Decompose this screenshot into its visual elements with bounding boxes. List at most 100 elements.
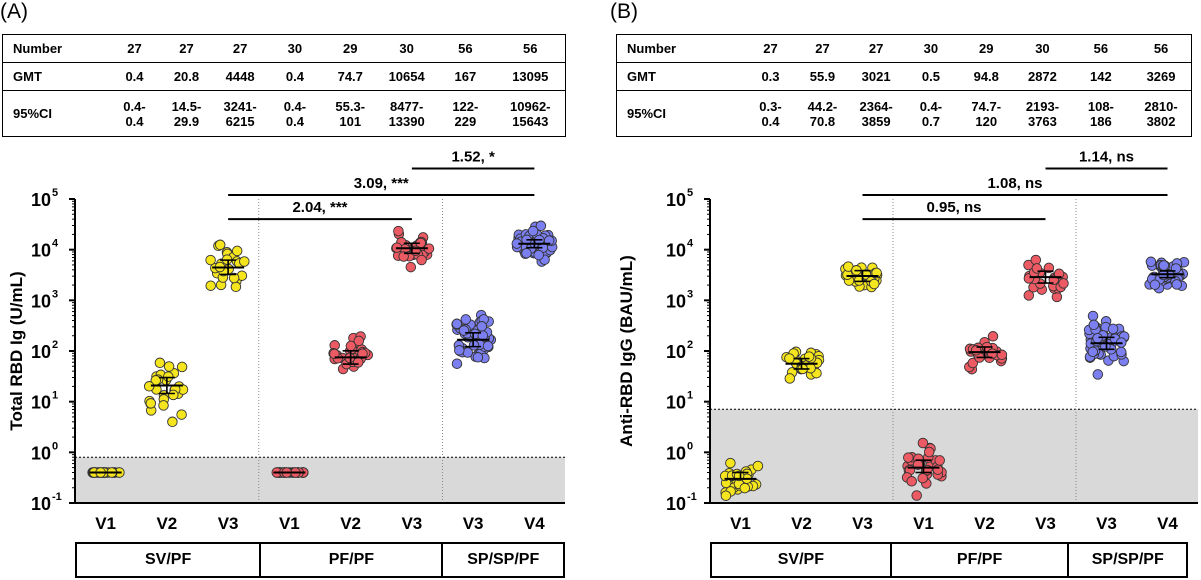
stats-cell: 13095 — [495, 62, 566, 91]
stats-cell: 56 — [495, 34, 566, 63]
x-tick-label: V2 — [974, 514, 995, 533]
y-tick-exponent: 3 — [687, 288, 693, 300]
data-point — [357, 348, 368, 359]
y-tick-exponent: -1 — [52, 491, 62, 503]
y-tick-label: 10 — [31, 342, 51, 362]
data-point — [416, 254, 427, 266]
data-point — [1158, 260, 1170, 271]
stats-cell: 108- 186 — [1070, 90, 1132, 137]
stats-row-label: 95%CI — [616, 90, 745, 137]
data-point — [1087, 346, 1099, 358]
y-tick-exponent: -1 — [687, 491, 697, 503]
stats-cell: 0.5 — [903, 62, 959, 91]
stats-cell: 2193- 3763 — [1014, 90, 1071, 137]
data-point — [1058, 278, 1069, 289]
y-tick-label: 10 — [31, 443, 51, 463]
stats-cell: 167 — [435, 62, 496, 91]
data-point — [1023, 290, 1035, 301]
lod-shade — [710, 409, 1198, 503]
y-tick-label: 10 — [666, 393, 686, 413]
data-point — [231, 245, 243, 257]
data-point — [784, 353, 795, 364]
comparison-label: 0.95, ns — [926, 199, 981, 216]
y-tick-label: 10 — [31, 494, 51, 514]
stats-cell: 30 — [378, 34, 436, 63]
data-point — [451, 358, 463, 369]
y-tick-exponent: 0 — [687, 440, 693, 452]
data-point — [967, 357, 979, 369]
data-point — [987, 331, 999, 342]
group-label-bar: SV/PF PF/PF SP/SP/PF — [75, 542, 565, 578]
y-tick-exponent: 3 — [52, 288, 58, 300]
stats-cell: 0.4- 0.7 — [903, 90, 959, 137]
y-tick-label: 10 — [31, 241, 51, 261]
data-point — [158, 400, 169, 411]
comparison-label: 3.09, *** — [354, 175, 409, 192]
y-tick-exponent: 2 — [52, 339, 58, 351]
stats-cell: 0.3 — [744, 62, 797, 91]
data-point — [784, 373, 796, 384]
data-point — [205, 254, 216, 266]
stats-cell: 27 — [212, 34, 268, 63]
stats-row-label: GMT — [2, 62, 109, 91]
stats-cell: 44.2- 70.8 — [796, 90, 849, 137]
stats-cell: 0.4- 0.4 — [267, 90, 323, 137]
data-point — [923, 446, 935, 458]
data-point — [1043, 262, 1055, 274]
stats-cell: 55.3- 101 — [322, 90, 379, 137]
x-tick-label: V1 — [95, 514, 116, 533]
stats-row: Number 27 27 27 30 29 30 56 56 — [616, 34, 1192, 63]
stats-cell: 27 — [108, 34, 161, 63]
data-point — [468, 340, 480, 351]
stats-cell: 55.9 — [796, 62, 849, 91]
stats-cell: 27 — [848, 34, 904, 63]
stats-table: Number 27 27 27 30 29 30 56 56 GMT 0.3 55.9 3021 0.5 9… — [616, 34, 1192, 137]
data-point — [329, 348, 340, 360]
y-tick-exponent: 4 — [52, 238, 59, 250]
stats-cell: 8477- 13390 — [378, 90, 436, 137]
stats-row-label: 95%CI — [2, 90, 109, 137]
stats-cell: 122- 229 — [435, 90, 496, 137]
stats-cell: 29 — [958, 34, 1015, 63]
stats-cell: 27 — [160, 34, 213, 63]
data-point — [239, 256, 250, 267]
x-tick-label: V4 — [1157, 514, 1178, 533]
panel-a: (A) Number 27 27 27 30 29 30 56 56 GMT 0.4 20.8 4448… — [0, 0, 600, 580]
data-point — [1088, 319, 1100, 331]
stats-cell: 14.5- 29.9 — [160, 90, 213, 137]
data-point — [176, 361, 188, 373]
y-tick-label: 10 — [666, 494, 686, 514]
stats-cell: 29 — [322, 34, 379, 63]
data-point — [214, 239, 226, 251]
stats-cell: 27 — [744, 34, 797, 63]
y-tick-exponent: 2 — [687, 339, 693, 351]
comparison-label: 1.14, ns — [1079, 148, 1134, 165]
x-tick-label: V3 — [463, 514, 484, 533]
stats-cell: 27 — [796, 34, 849, 63]
x-tick-label: V4 — [524, 514, 545, 533]
data-point — [454, 345, 465, 356]
group-label: PF/PF — [889, 544, 1068, 576]
data-point — [911, 490, 922, 501]
group-label: PF/PF — [259, 544, 441, 576]
data-point — [167, 416, 178, 428]
x-tick-label: V3 — [1096, 514, 1117, 533]
data-point — [803, 351, 815, 362]
y-tick-exponent: 0 — [52, 440, 58, 452]
stats-cell: 0.4- 0.4 — [108, 90, 161, 137]
data-point — [1115, 346, 1127, 358]
data-point — [1087, 310, 1099, 322]
stats-cell: 56 — [435, 34, 496, 63]
data-point — [739, 482, 751, 494]
lod-shade — [75, 457, 565, 503]
data-point — [868, 278, 880, 290]
data-point — [472, 352, 484, 363]
stats-cell: 10962- 15643 — [495, 90, 566, 137]
stats-cell: 0.3- 0.4 — [744, 90, 797, 137]
data-point — [521, 247, 532, 259]
stats-cell: 3241- 6215 — [212, 90, 268, 137]
x-tick-label: V1 — [279, 514, 300, 533]
data-point — [903, 452, 914, 463]
data-point — [405, 261, 417, 273]
